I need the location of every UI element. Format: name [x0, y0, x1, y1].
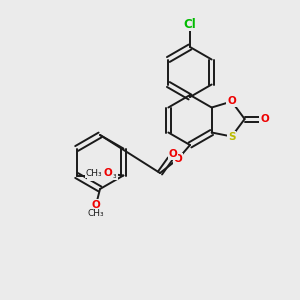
Text: S: S	[228, 131, 236, 142]
Text: CH₃: CH₃	[100, 171, 117, 180]
Text: Cl: Cl	[184, 17, 196, 31]
Text: CH₃: CH₃	[88, 209, 104, 218]
Text: O: O	[227, 97, 236, 106]
Text: CH₃: CH₃	[85, 169, 102, 178]
Text: O: O	[103, 169, 112, 178]
Text: O: O	[260, 114, 269, 124]
Text: O: O	[169, 149, 177, 159]
Text: O: O	[174, 154, 182, 164]
Text: O: O	[88, 170, 97, 181]
Text: O: O	[92, 200, 100, 210]
